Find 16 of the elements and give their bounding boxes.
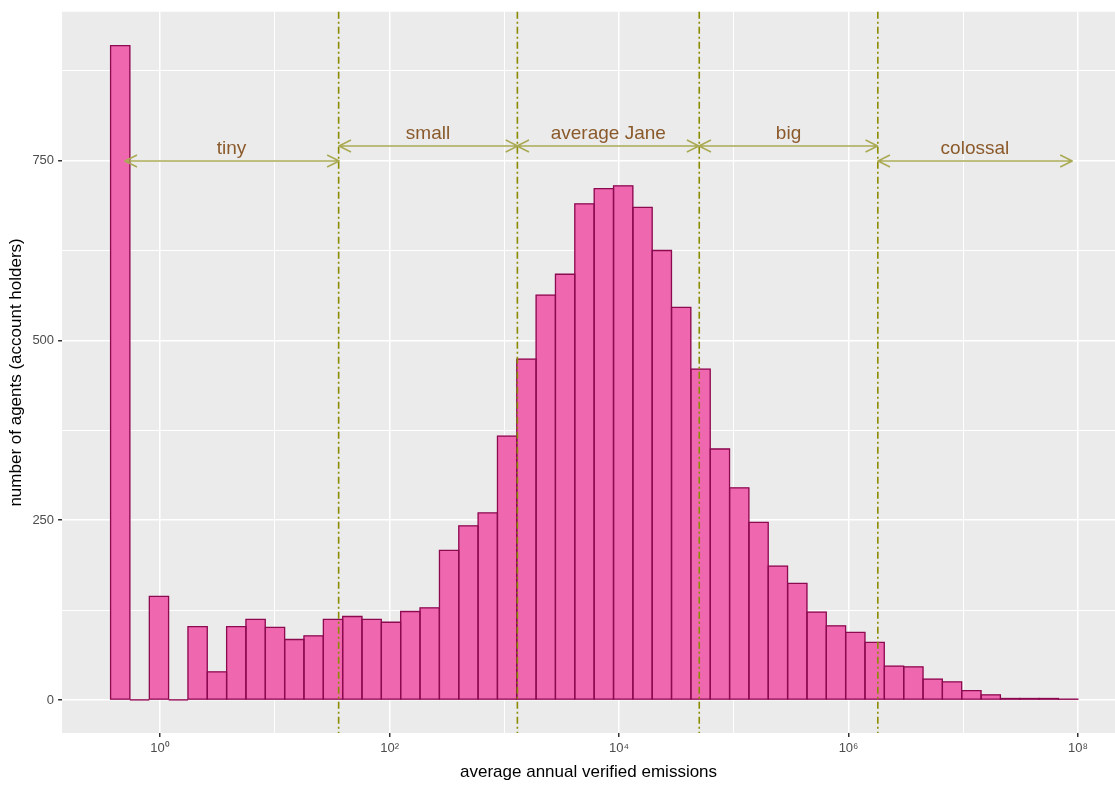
y-tick-label: 250: [32, 511, 55, 527]
x-axis-title: average annual verified emissions: [460, 762, 718, 782]
x-tick-label: 10²: [380, 740, 400, 756]
x-tick-label: 10⁰: [150, 740, 170, 756]
x-tick-label: 10⁸: [1068, 740, 1088, 756]
annotation: average Jane: [550, 121, 666, 143]
annotation: small: [405, 121, 451, 143]
y-tick-label: 500: [32, 331, 55, 347]
annotation: colossal: [940, 136, 1010, 158]
y-tick-label: 0: [46, 691, 55, 707]
x-tick-label: 10⁶: [838, 740, 859, 756]
x-tick-label: 10⁴: [609, 740, 630, 756]
y-tick-label: 750: [32, 152, 55, 168]
annotation: tiny: [216, 136, 247, 158]
annotation: big: [775, 121, 802, 143]
y-axis-title: number of agents (account holders): [5, 238, 25, 507]
